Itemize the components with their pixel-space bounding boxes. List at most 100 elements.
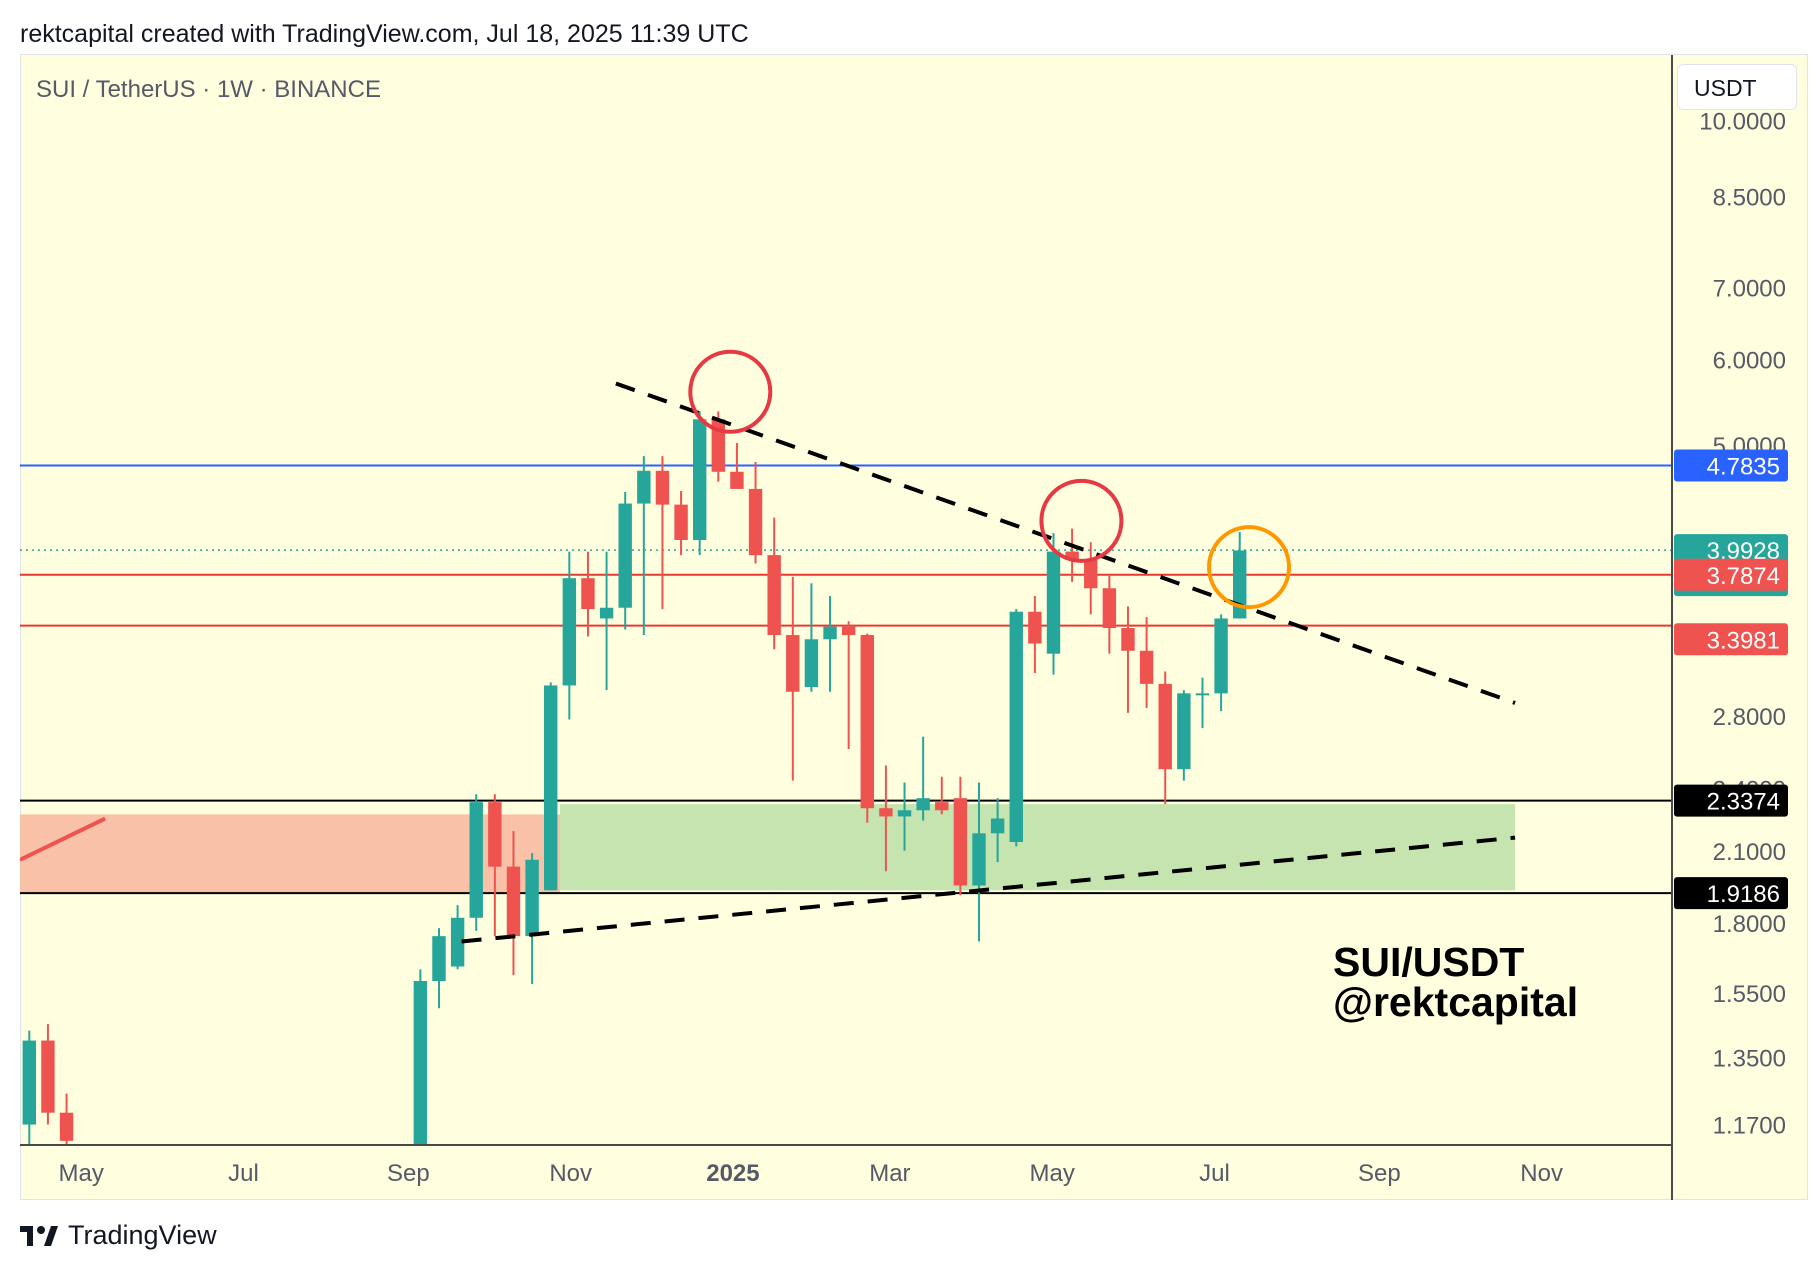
candle-body xyxy=(618,503,632,608)
candle-body xyxy=(413,981,428,1145)
candle-2024-04-15 xyxy=(41,1024,55,1125)
candle-2025-06-16 xyxy=(1177,690,1191,781)
candle-2025-03-17 xyxy=(935,776,949,815)
candle-2024-12-30 xyxy=(730,442,744,489)
highlight-circle-2 xyxy=(1039,478,1124,563)
candle-body xyxy=(692,419,707,540)
price-tag-3.7874: 3.7874 xyxy=(1674,558,1788,591)
candle-body xyxy=(488,802,502,867)
candle-2025-01-06 xyxy=(748,461,763,564)
y-tick-label: 1.5500 xyxy=(1713,981,1786,1008)
candle-body xyxy=(1102,588,1117,629)
price-tag-4.7835: 4.7835 xyxy=(1674,449,1788,482)
candle-body xyxy=(1233,550,1247,619)
candle-body xyxy=(599,607,614,619)
candle-2024-11-04 xyxy=(581,551,595,637)
y-tick-label: 2.8000 xyxy=(1713,704,1786,731)
price-tag-1.9186: 1.9186 xyxy=(1674,877,1788,910)
candle-2024-09-16 xyxy=(450,905,465,970)
price-tag-value: 4.7835 xyxy=(1707,454,1780,481)
candle-body xyxy=(544,685,558,891)
x-tick-label: 2025 xyxy=(706,1160,759,1187)
y-tick-label: 8.5000 xyxy=(1713,184,1786,211)
candle-2024-10-21 xyxy=(544,682,558,891)
candle-body xyxy=(804,639,819,688)
candle-body xyxy=(786,635,800,692)
candle-body xyxy=(674,504,688,540)
candle-2024-04-08 xyxy=(22,1030,37,1145)
candle-2025-06-23 xyxy=(1195,677,1210,729)
x-tick-label: May xyxy=(1029,1160,1074,1187)
price-tag-bg xyxy=(1674,623,1788,656)
candle-body xyxy=(1009,611,1023,842)
price-tag-bg xyxy=(1674,784,1788,817)
candle-body xyxy=(1046,551,1061,654)
candle-body xyxy=(730,471,744,489)
x-tick-label: Nov xyxy=(549,1160,592,1187)
candle-2025-04-21 xyxy=(1028,595,1042,674)
candle-body xyxy=(841,626,856,636)
candle-body xyxy=(860,635,874,809)
candle-2025-02-24 xyxy=(879,765,893,872)
candle-body xyxy=(823,626,837,640)
candle-body xyxy=(450,917,465,967)
x-tick-label: Sep xyxy=(387,1160,430,1187)
candle-body xyxy=(916,798,930,811)
price-tag-value: 3.3981 xyxy=(1707,627,1780,654)
candle-body xyxy=(525,859,539,937)
candle-2025-06-02 xyxy=(1139,617,1154,708)
x-tick-label: Jul xyxy=(1199,1160,1230,1187)
candle-2025-05-12 xyxy=(1084,542,1098,615)
y-tick-label: 6.0000 xyxy=(1713,347,1786,374)
candle-2024-09-23 xyxy=(469,794,483,931)
candle-2024-11-25 xyxy=(637,456,651,636)
symbol-label[interactable]: SUI / TetherUS · 1W · BINANCE xyxy=(36,76,381,103)
chart-frame[interactable] xyxy=(20,54,1808,1200)
candle-body xyxy=(935,802,949,811)
x-tick-label: Nov xyxy=(1520,1160,1563,1187)
price-tag-bg xyxy=(1674,558,1788,591)
candle-2024-11-11 xyxy=(599,551,614,691)
candle-body xyxy=(972,833,986,886)
footer-brand[interactable]: TradingView xyxy=(20,1220,217,1251)
candle-2025-01-27 xyxy=(804,583,819,692)
candle-body xyxy=(22,1040,37,1125)
highlight-circle-3 xyxy=(1207,525,1292,610)
price-tag-value: 3.7874 xyxy=(1707,563,1780,590)
zone-support xyxy=(560,804,1516,891)
y-tick-label: 1.8000 xyxy=(1713,911,1786,938)
x-tick-label: Mar xyxy=(869,1160,910,1187)
candle-body xyxy=(879,808,893,817)
candle-body xyxy=(1158,683,1172,770)
watermark-handle: @rektcapital xyxy=(1333,979,1579,1025)
y-tick-label: 1.1700 xyxy=(1713,1113,1786,1140)
footer-brand-label: TradingView xyxy=(68,1220,217,1250)
candle-body xyxy=(767,555,781,636)
candle-2024-09-30 xyxy=(488,794,502,937)
currency-selector[interactable]: USDT xyxy=(1677,64,1797,110)
y-tick-label: 2.1000 xyxy=(1713,839,1786,866)
trendline-ascending xyxy=(461,835,1516,944)
candle-body xyxy=(1084,559,1098,589)
x-tick-label: Jul xyxy=(228,1160,259,1187)
y-tick-label: 1.3500 xyxy=(1713,1046,1786,1073)
candle-body xyxy=(506,866,521,937)
candle-2024-12-02 xyxy=(655,456,670,610)
candle-2024-11-18 xyxy=(618,492,632,630)
candle-body xyxy=(897,810,912,817)
candle-2025-03-31 xyxy=(972,782,986,942)
candle-2024-12-16 xyxy=(692,411,707,556)
trendline-prior xyxy=(20,816,107,862)
candle-body xyxy=(637,470,651,504)
price-tag-2.3374: 2.3374 xyxy=(1674,784,1788,817)
trendline-descending xyxy=(615,381,1516,705)
candle-2025-05-19 xyxy=(1102,575,1117,654)
candle-body xyxy=(953,798,968,886)
plot-layer xyxy=(20,349,1672,1145)
candle-2025-04-14 xyxy=(1009,609,1023,847)
candle-2025-04-28 xyxy=(1046,533,1061,675)
candle-2024-09-09 xyxy=(432,928,446,1009)
x-tick-label: May xyxy=(59,1160,104,1187)
candle-2024-12-09 xyxy=(674,491,688,556)
